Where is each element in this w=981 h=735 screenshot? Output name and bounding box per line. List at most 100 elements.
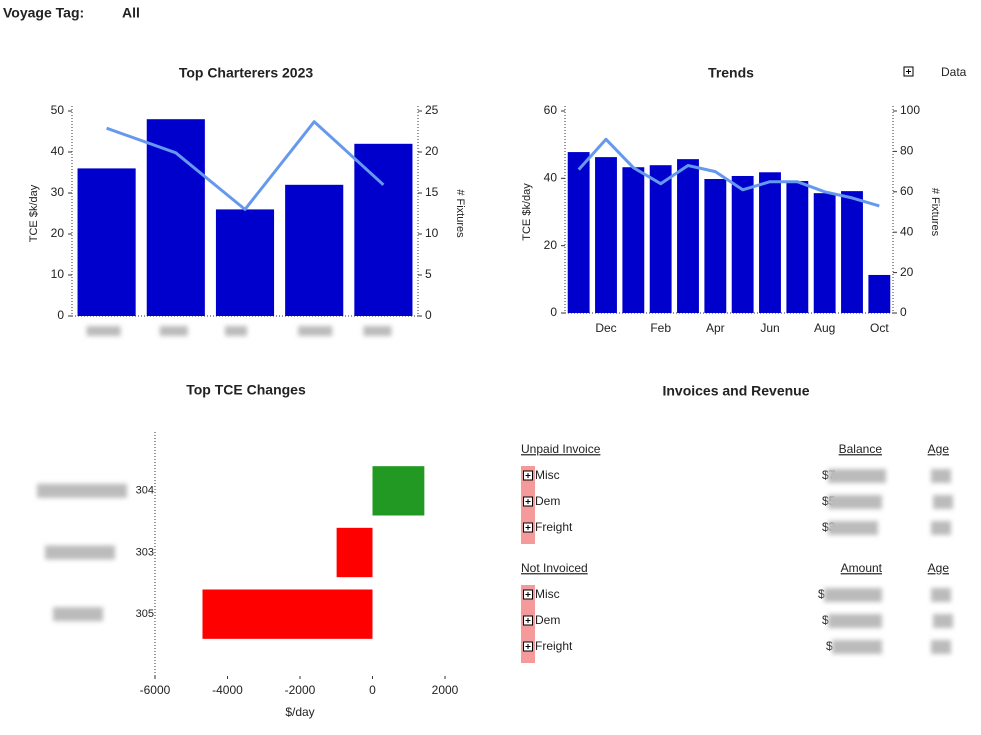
expand-icon-plus — [525, 473, 531, 478]
chart-title: Top TCE Changes — [186, 382, 306, 398]
y2-tick-label: 20 — [425, 144, 439, 158]
redacted-text — [53, 607, 103, 622]
data-button[interactable]: Data — [903, 65, 967, 79]
bar — [354, 143, 413, 316]
bar — [215, 209, 275, 316]
bar — [868, 274, 891, 313]
x-tick-label: 2000 — [432, 683, 459, 697]
bar — [567, 152, 590, 313]
bar — [813, 193, 836, 313]
row-label: Dem — [535, 494, 560, 508]
y2-tick-label: 15 — [425, 185, 439, 199]
column-header: Balance — [839, 442, 883, 456]
redacted-text — [298, 326, 333, 336]
row-label: Misc — [535, 587, 560, 601]
bar — [677, 159, 699, 313]
y2-tick-label: 0 — [425, 308, 432, 322]
redacted-text — [931, 588, 951, 602]
row-label: Dem — [535, 613, 560, 627]
expand-icon-plus — [525, 592, 531, 597]
y2-axis-label: # Fixtures — [454, 189, 466, 238]
expand-icon-plus — [906, 69, 911, 74]
redacted-text — [159, 326, 188, 336]
redacted-text — [828, 521, 878, 535]
line — [106, 120, 385, 211]
bar — [202, 589, 373, 639]
y2-tick-label: 10 — [425, 226, 439, 240]
y-tick-label: 0 — [550, 305, 557, 319]
y-tick-label: 304 — [136, 485, 154, 497]
x-tick-label: Aug — [814, 321, 835, 335]
data-button-label[interactable]: Data — [941, 65, 967, 79]
expand-icon-plus — [525, 644, 531, 649]
x-tick-label: -6000 — [140, 683, 171, 697]
redacted-text — [931, 521, 951, 535]
line — [577, 137, 880, 208]
chart-title: Trends — [708, 65, 754, 81]
y-tick-label: 30 — [51, 185, 65, 199]
x-tick-label: -4000 — [212, 683, 243, 697]
y-tick-label: 0 — [57, 308, 64, 322]
voyage-tag-label: Voyage Tag: — [3, 5, 84, 21]
y2-tick-label: 40 — [900, 224, 914, 238]
expand-icon-plus — [525, 499, 531, 504]
redacted-text — [824, 588, 882, 602]
bar — [649, 165, 672, 313]
y2-tick-label: 80 — [900, 144, 914, 158]
expand-icon-plus — [525, 618, 531, 623]
expand-icon[interactable] — [903, 66, 914, 77]
y-tick-label: 303 — [136, 546, 154, 558]
redacted-text — [86, 326, 121, 336]
redacted-text — [828, 614, 882, 628]
redacted-text — [832, 640, 882, 654]
x-tick-label: -2000 — [285, 683, 316, 697]
bar — [841, 191, 863, 313]
column-header: Unpaid Invoice — [521, 442, 601, 456]
chart-title: Top Charterers 2023 — [179, 65, 314, 81]
redacted-text — [45, 545, 115, 560]
y2-tick-label: 25 — [425, 103, 439, 117]
redacted-text — [37, 483, 127, 498]
y-tick-label: 50 — [51, 103, 65, 117]
x-tick-label: Oct — [870, 321, 889, 335]
bar — [731, 175, 754, 313]
voyage-tag-value[interactable]: All — [122, 5, 140, 21]
y-tick-label: 20 — [51, 226, 65, 240]
y-axis-label: TCE $k/day — [28, 184, 40, 242]
y-tick-label: 40 — [544, 171, 558, 185]
row-label: Freight — [535, 639, 573, 653]
y2-tick-label: 60 — [900, 184, 914, 198]
y-tick-label: 10 — [51, 267, 65, 281]
redacted-text — [933, 614, 953, 628]
bar — [285, 184, 344, 316]
y2-axis-label: # Fixtures — [929, 188, 941, 237]
bar — [595, 157, 617, 313]
y-tick-label: 60 — [544, 103, 558, 117]
bar — [759, 172, 781, 313]
redacted-text — [828, 495, 882, 509]
redacted-text — [363, 326, 392, 336]
amount-prefix: $ — [826, 639, 833, 653]
y-tick-label: 305 — [136, 608, 154, 620]
redacted-text — [931, 469, 951, 483]
invoices-title: Invoices and Revenue — [662, 383, 809, 399]
redacted-text — [225, 326, 247, 336]
x-tick-label: Feb — [650, 321, 671, 335]
bar — [336, 527, 373, 578]
column-header: Amount — [841, 561, 883, 575]
bar — [704, 179, 727, 313]
y2-tick-label: 20 — [900, 265, 914, 279]
row-label: Freight — [535, 520, 573, 534]
y-tick-label: 40 — [51, 144, 65, 158]
redacted-text — [931, 640, 951, 654]
redacted-text — [828, 469, 886, 483]
amount-prefix: $ — [822, 613, 829, 627]
x-axis-label: $/day — [285, 705, 314, 719]
x-tick-label: Jun — [760, 321, 779, 335]
y2-tick-label: 0 — [900, 305, 907, 319]
x-tick-label: Apr — [706, 321, 725, 335]
y-axis-label: TCE $k/day — [521, 183, 533, 241]
redacted-text — [933, 495, 953, 509]
y2-tick-label: 5 — [425, 267, 432, 281]
